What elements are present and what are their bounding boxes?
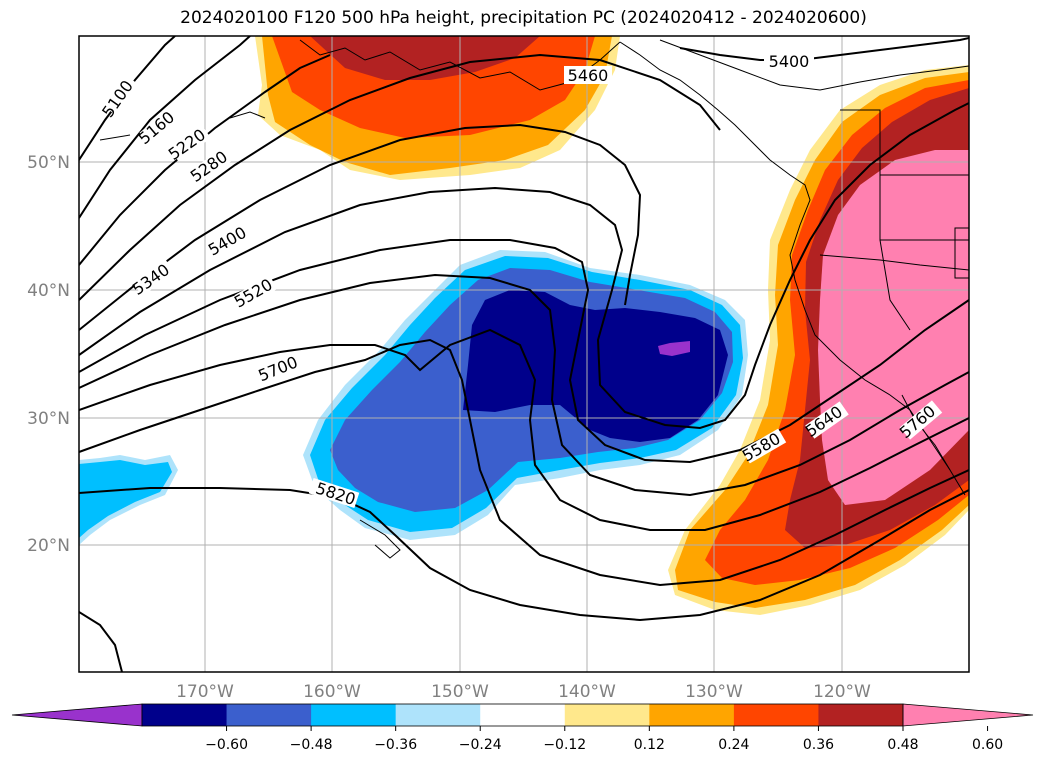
colorbar-swatch bbox=[818, 704, 904, 726]
colorbar-tick-label: 0.24 bbox=[718, 737, 749, 753]
lon-label: 120°W bbox=[813, 682, 871, 702]
colorbar-swatch bbox=[226, 704, 312, 726]
negative-anomaly-west bbox=[79, 455, 178, 545]
lon-label: 150°W bbox=[431, 682, 489, 702]
map-plot-area: 5100 5160 5220 5280 5340 5400 5460 5520 … bbox=[79, 36, 969, 672]
positive-anomaly-westcoast bbox=[668, 65, 969, 615]
lon-label: 130°W bbox=[685, 682, 743, 702]
colorbar-tick-label: −0.36 bbox=[374, 737, 417, 753]
lat-label: 50°N bbox=[27, 153, 70, 173]
colorbar-tick-label: 0.12 bbox=[634, 737, 665, 753]
map-title: 2024020100 F120 500 hPa height, precipit… bbox=[180, 8, 867, 28]
colorbar-extend-min bbox=[11, 703, 143, 727]
negative-anomaly-central bbox=[303, 250, 748, 540]
map-frame bbox=[78, 35, 970, 673]
lat-label: 40°N bbox=[27, 281, 70, 301]
colorbar-swatch bbox=[395, 704, 481, 726]
height-contours bbox=[79, 36, 969, 672]
colorbar-tick-label: 0.48 bbox=[887, 737, 918, 753]
lat-label: 20°N bbox=[27, 536, 70, 556]
colorbar-swatch bbox=[311, 704, 397, 726]
colorbar: −0.60 −0.48 −0.36 −0.24 −0.12 0.12 0.24 0.36 0.4… bbox=[11, 703, 1034, 753]
colorbar-outline bbox=[141, 703, 904, 727]
colorbar-extend-max bbox=[902, 703, 1034, 727]
colorbar-swatch bbox=[649, 704, 735, 726]
lon-label: 160°W bbox=[303, 682, 361, 702]
contour-label: 5460 bbox=[568, 66, 609, 85]
colorbar-tick-label: −0.60 bbox=[205, 737, 248, 753]
colorbar-swatch bbox=[733, 704, 819, 726]
positive-anomaly-north bbox=[255, 36, 620, 180]
colorbar-swatch bbox=[142, 704, 228, 726]
lon-label: 170°W bbox=[176, 682, 234, 702]
colorbar-swatch bbox=[564, 704, 650, 726]
colorbar-tick-label: −0.24 bbox=[459, 737, 502, 753]
longitude-labels: 170°W 160°W 150°W 140°W 130°W 120°W bbox=[176, 682, 871, 702]
lat-label: 30°N bbox=[27, 409, 70, 429]
colorbar-tick-label: 0.36 bbox=[803, 737, 834, 753]
latitude-labels: 50°N 40°N 30°N 20°N bbox=[27, 153, 70, 556]
colorbar-swatch bbox=[480, 704, 566, 726]
lon-label: 140°W bbox=[558, 682, 616, 702]
colorbar-tick-label: −0.48 bbox=[290, 737, 333, 753]
colorbar-tick-label: 0.60 bbox=[972, 737, 1003, 753]
contour-label: 5400 bbox=[769, 52, 810, 71]
colorbar-tick-label: −0.12 bbox=[543, 737, 586, 753]
